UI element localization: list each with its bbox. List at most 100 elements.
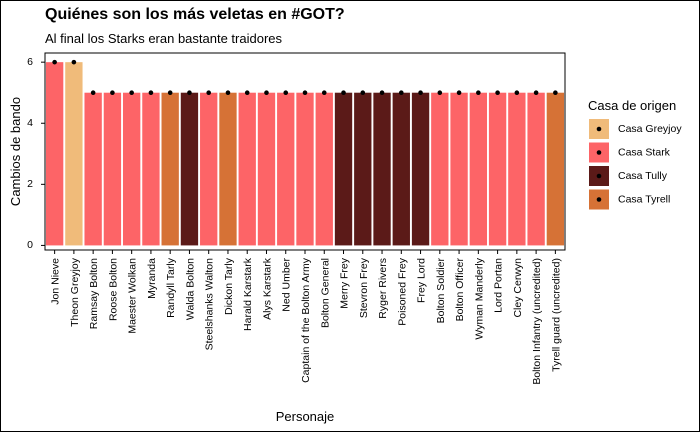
- legend-key-point: [596, 126, 602, 132]
- x-tick-label: Bolton Soldier: [435, 257, 447, 323]
- data-point: [90, 90, 96, 96]
- bar: [161, 92, 179, 246]
- x-tick-label: Theon Greyjoy: [69, 257, 81, 327]
- bar: [257, 92, 276, 246]
- bar: [450, 92, 468, 246]
- x-tick-label: Bolton Infantry (uncredited): [531, 258, 543, 385]
- x-tick-label: Wyman Manderly: [473, 257, 485, 339]
- data-point: [206, 90, 212, 96]
- bar: [373, 92, 391, 246]
- legend-title: Casa de origen: [588, 98, 676, 113]
- legend-label: Casa Greyjoy: [618, 123, 682, 135]
- legend-key-point: [596, 173, 602, 179]
- x-axis: Jon Nieve Theon Greyjoy Ramsay Bolton Roose…: [50, 250, 562, 385]
- bar: [84, 92, 102, 246]
- data-point: [52, 59, 57, 65]
- x-tick-label: Ramsay Bolton: [88, 258, 100, 329]
- data-point: [225, 90, 231, 96]
- y-axis: 0 2 4 6: [27, 56, 45, 251]
- data-point: [398, 90, 404, 96]
- data-point: [341, 90, 346, 96]
- bar: [277, 92, 295, 246]
- data-point: [71, 59, 77, 65]
- bar: [527, 92, 545, 246]
- bar: [411, 92, 430, 246]
- x-tick-label: Ned Umber: [281, 257, 293, 311]
- data-point: [244, 90, 250, 96]
- legend-label: Casa Tyrell: [618, 193, 670, 205]
- x-tick-label: Alys Karstark: [261, 257, 273, 320]
- legend: Casa de origen Casa Greyjoy Casa Stark Cas…: [588, 98, 682, 210]
- bar: [142, 92, 160, 246]
- y-axis-label: Cambios de bando: [8, 97, 23, 206]
- x-tick-label: Maester Wolkan: [127, 258, 139, 334]
- bar: [180, 92, 199, 246]
- x-tick-label: Randyll Tarly: [165, 257, 177, 318]
- bar: [431, 92, 449, 246]
- data-point: [110, 90, 115, 96]
- x-tick-label: Captain of the Bolton Army: [300, 257, 312, 383]
- data-point: [360, 90, 366, 96]
- legend-label: Casa Stark: [618, 146, 671, 158]
- bar: [219, 92, 237, 246]
- x-tick-label: Merry Frey: [339, 257, 351, 308]
- bar: [296, 92, 314, 246]
- legend-key-point: [596, 150, 602, 155]
- data-point: [495, 90, 500, 96]
- data-point: [514, 90, 520, 96]
- x-tick-label: Ryger Rivers: [377, 258, 389, 319]
- x-tick-label: Bolton Officer: [454, 257, 466, 321]
- data-point: [379, 90, 385, 96]
- data-point: [302, 90, 308, 96]
- data-point: [437, 90, 443, 96]
- bar: [315, 92, 333, 246]
- chart-subtitle: Al final los Starks eran bastante traido…: [45, 31, 283, 46]
- x-tick-label: Walda Bolton: [184, 258, 196, 320]
- bar: [65, 62, 83, 246]
- data-point: [553, 90, 558, 96]
- x-tick-label: Dickon Tarly: [223, 257, 235, 315]
- bar: [123, 92, 141, 246]
- x-tick-label: Cley Cerwyn: [512, 258, 524, 318]
- data-point: [418, 90, 423, 96]
- x-tick-label: Poisoned Frey: [396, 257, 408, 325]
- y-tick-label: 6: [27, 56, 33, 68]
- data-point: [264, 90, 269, 96]
- data-point: [283, 90, 289, 96]
- x-tick-label: Bolton General: [319, 258, 331, 328]
- x-tick-label: Stevron Frey: [358, 257, 370, 318]
- y-tick-label: 2: [27, 178, 33, 190]
- bar: [469, 92, 487, 246]
- bar: [45, 62, 64, 246]
- data-point: [187, 90, 192, 96]
- bar: [238, 92, 256, 246]
- x-tick-label: Frey Lord: [416, 258, 428, 303]
- bars-group: [45, 62, 565, 246]
- chart-title: Quiénes son los más veletas en #GOT?: [45, 6, 345, 23]
- points-group: [52, 59, 558, 96]
- bar: [334, 92, 353, 246]
- x-tick-label: Jon Nieve: [50, 258, 62, 305]
- bar: [103, 92, 122, 246]
- x-tick-label: Lord Portan: [493, 258, 505, 313]
- data-point: [533, 90, 539, 96]
- x-axis-label: Personaje: [276, 409, 335, 424]
- legend-key-point: [596, 197, 602, 202]
- bar: [200, 92, 218, 246]
- bar: [488, 92, 507, 246]
- bar: [546, 92, 565, 246]
- bar: [392, 92, 410, 246]
- legend-label: Casa Tully: [618, 170, 668, 182]
- x-tick-label: Roose Bolton: [107, 258, 119, 321]
- bar: [354, 92, 372, 246]
- x-tick-label: Tyrell guard (uncredited): [550, 258, 562, 372]
- data-point: [148, 90, 154, 96]
- bar: [508, 92, 526, 246]
- data-point: [167, 90, 173, 96]
- data-point: [456, 90, 462, 96]
- y-tick-label: 4: [27, 117, 33, 129]
- x-tick-label: Harald Karstark: [242, 257, 254, 331]
- x-tick-label: Steelshanks Walton: [204, 258, 216, 351]
- data-point: [321, 90, 327, 96]
